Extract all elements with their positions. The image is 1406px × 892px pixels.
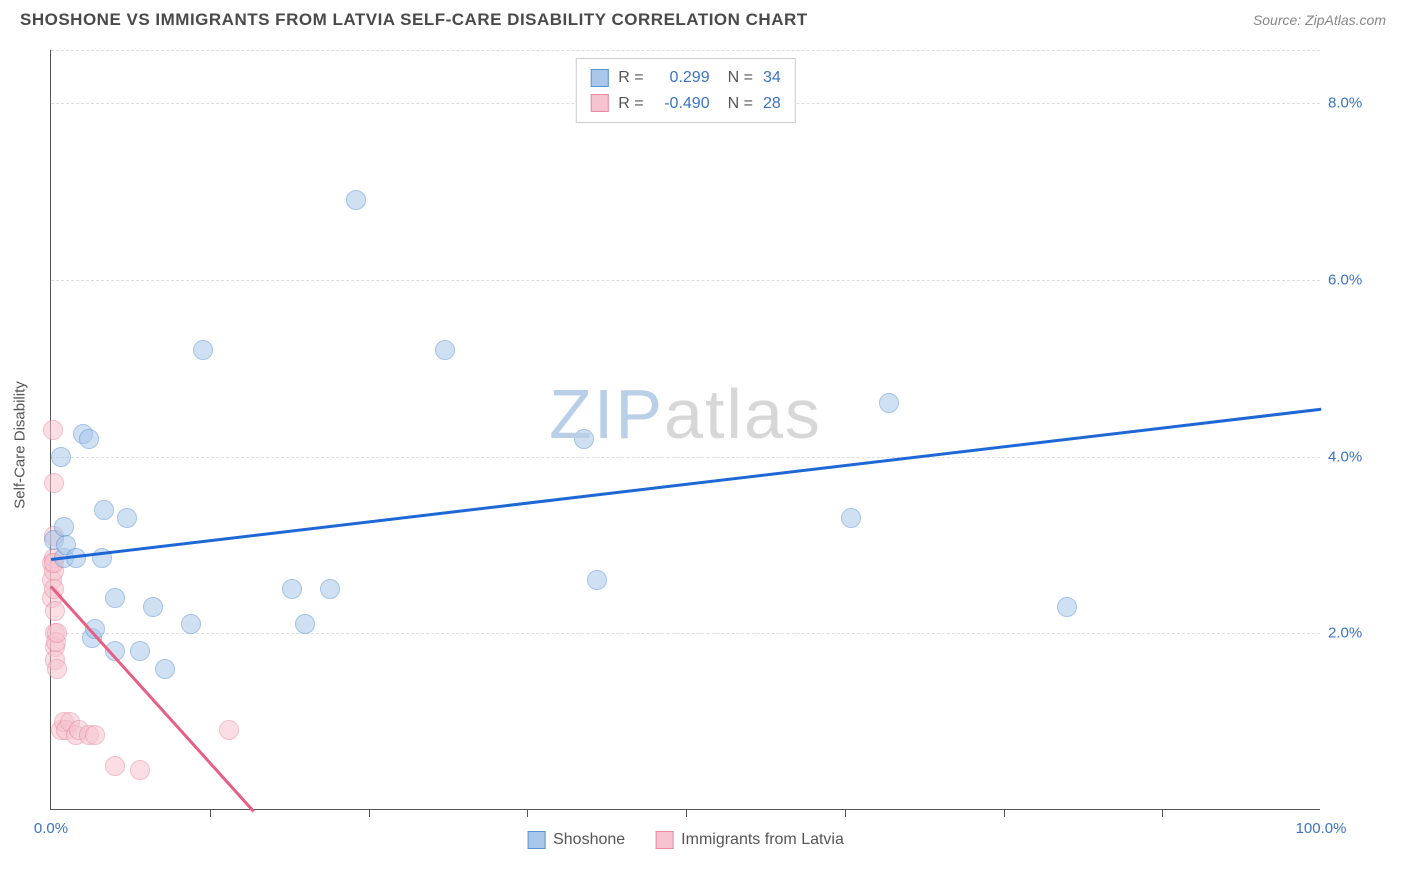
y-tick-label: 8.0% (1328, 95, 1378, 112)
scatter-point (346, 190, 366, 210)
scatter-point (841, 508, 861, 528)
legend-item: Immigrants from Latvia (655, 831, 844, 849)
trend-line (50, 585, 255, 812)
chart-title: SHOSHONE VS IMMIGRANTS FROM LATVIA SELF-… (20, 10, 808, 30)
scatter-point (47, 659, 67, 679)
scatter-point (1057, 597, 1077, 617)
gridline (51, 50, 1320, 51)
x-tick (527, 809, 528, 817)
r-label: R = (618, 65, 643, 91)
x-tick (369, 809, 370, 817)
scatter-point (295, 614, 315, 634)
legend-swatch (590, 94, 608, 112)
scatter-point (219, 720, 239, 740)
legend-swatch (590, 69, 608, 87)
scatter-point (320, 579, 340, 599)
watermark-atlas: atlas (664, 375, 822, 453)
scatter-point (130, 760, 150, 780)
gridline (51, 457, 1320, 458)
legend-row: R = 0.299 N = 34 (590, 65, 780, 91)
legend-swatch (655, 831, 673, 849)
n-value: 34 (763, 65, 781, 91)
series-legend: Shoshone Immigrants from Latvia (527, 831, 844, 849)
scatter-point (574, 429, 594, 449)
plot-area: ZIPatlas R =0.299N =34R =-0.490N =28 Sho… (50, 50, 1320, 810)
x-tick (1162, 809, 1163, 817)
scatter-point (51, 447, 71, 467)
y-tick-label: 2.0% (1328, 625, 1378, 642)
legend-label: Immigrants from Latvia (681, 831, 844, 849)
scatter-point (155, 659, 175, 679)
scatter-point (44, 473, 64, 493)
r-label: R = (618, 91, 643, 117)
x-tick-label: 0.0% (34, 820, 68, 837)
r-value: -0.490 (654, 91, 710, 117)
scatter-point (117, 508, 137, 528)
chart-container: Self-Care Disability ZIPatlas R =0.299N … (50, 50, 1380, 840)
x-tick (686, 809, 687, 817)
scatter-point (181, 614, 201, 634)
y-tick-label: 4.0% (1328, 448, 1378, 465)
scatter-point (85, 725, 105, 745)
n-label: N = (728, 65, 753, 91)
x-tick (1004, 809, 1005, 817)
correlation-legend: R = 0.299 N = 34 R = -0.490 N = 28 (575, 58, 795, 123)
scatter-point (105, 588, 125, 608)
scatter-point (47, 623, 67, 643)
scatter-point (282, 579, 302, 599)
trend-line (51, 408, 1321, 561)
n-label: N = (728, 91, 753, 117)
scatter-point (130, 641, 150, 661)
scatter-point (193, 340, 213, 360)
scatter-point (435, 340, 455, 360)
legend-item: Shoshone (527, 831, 625, 849)
scatter-point (105, 756, 125, 776)
x-tick-label: 100.0% (1296, 820, 1347, 837)
gridline (51, 280, 1320, 281)
legend-swatch (527, 831, 545, 849)
gridline (51, 633, 1320, 634)
x-tick (210, 809, 211, 817)
scatter-point (79, 429, 99, 449)
y-tick-label: 6.0% (1328, 271, 1378, 288)
x-tick (845, 809, 846, 817)
scatter-point (45, 601, 65, 621)
n-value: 28 (763, 91, 781, 117)
scatter-point (587, 570, 607, 590)
r-value: 0.299 (654, 65, 710, 91)
scatter-point (143, 597, 163, 617)
scatter-point (43, 420, 63, 440)
legend-row: R = -0.490 N = 28 (590, 91, 780, 117)
y-axis-label: Self-Care Disability (12, 381, 29, 509)
source-attribution: Source: ZipAtlas.com (1253, 12, 1386, 28)
legend-label: Shoshone (553, 831, 625, 849)
scatter-point (879, 393, 899, 413)
watermark-zip: ZIP (549, 375, 664, 453)
scatter-point (94, 500, 114, 520)
